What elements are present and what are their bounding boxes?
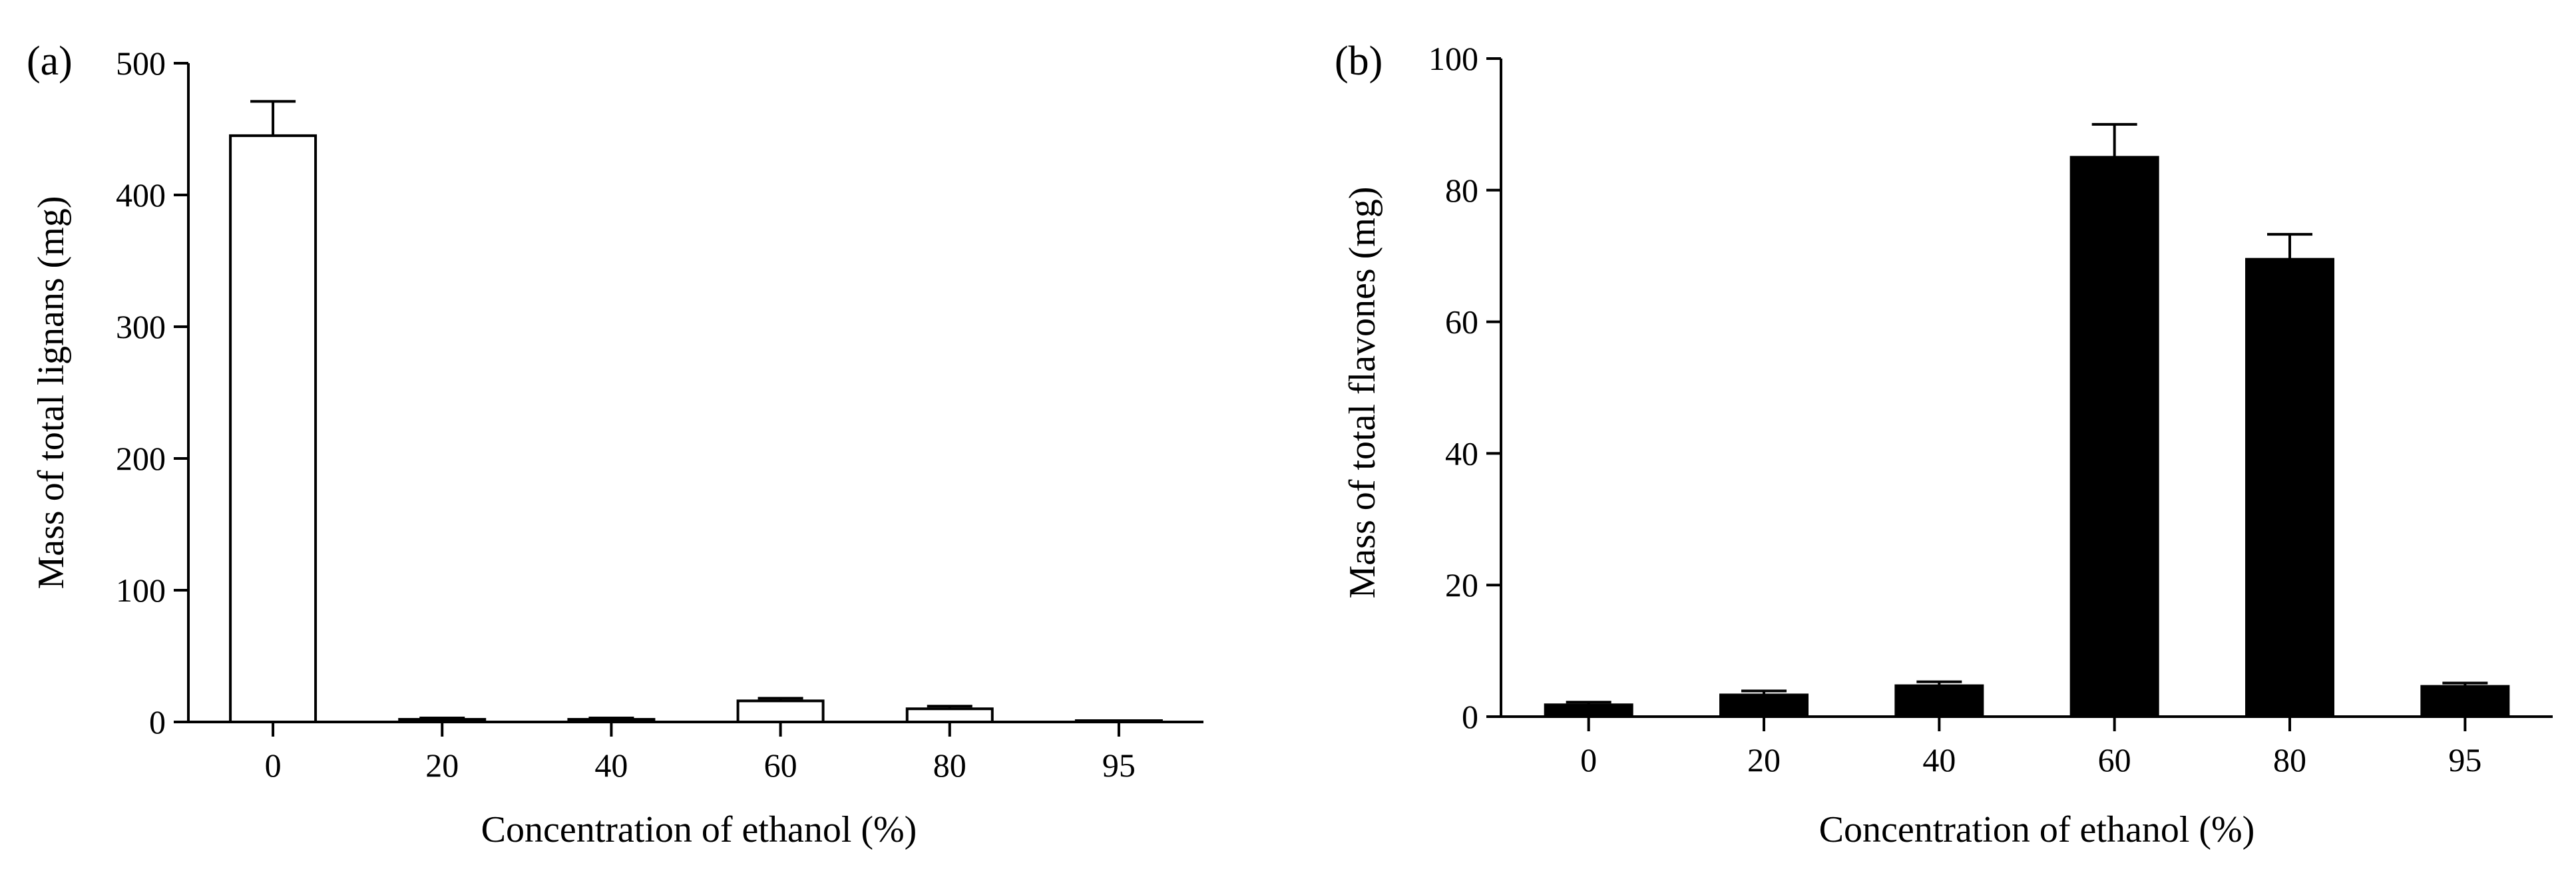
panel-a-x-tick-label: 40 [594,747,628,784]
panel-b-y-tick-label: 100 [1428,40,1478,77]
panel-b-bar [1719,693,1809,719]
panel-a-lignans-chart: (a) Mass of total lignans (mg) Concentra… [27,39,1203,850]
panel-a-y-tick-label: 100 [116,572,166,609]
panel-a-bar [398,718,487,724]
panel-b-y-tick-label: 0 [1462,698,1478,735]
panel-b-flavones-chart: (b) Mass of total flavones (mg) Concentr… [1335,39,2553,850]
panel-b-x-axis-title: Concentration of ethanol (%) [1819,809,2255,850]
panel-b-y-tick-label: 40 [1445,435,1478,472]
panel-a-y-axis-title: Mass of total lignans (mg) [31,196,72,589]
panel-b-bar [2420,685,2510,718]
panel-a-y-tick-label: 400 [116,176,166,214]
panel-a-x-axis-title: Concentration of ethanol (%) [481,809,917,850]
panel-b-bar [1544,703,1633,718]
panel-b-bar [2069,156,2159,719]
panel-b-x-tick-label: 60 [2098,741,2131,779]
panel-a-plot-area: 0 100 200 300 400 500 0 20 40 60 80 95 [116,45,1203,784]
panel-a-x-tick-label: 95 [1102,747,1136,784]
panel-a-y-tick-label: 500 [116,45,166,82]
panel-b-y-tick-label: 80 [1445,172,1478,209]
panel-a-x-tick-label: 60 [764,747,797,784]
panel-b-bar [2245,258,2334,718]
panel-b-y-axis-title: Mass of total flavones (mg) [1342,187,1383,599]
panel-a-bar [736,699,825,723]
panel-b-x-tick-label: 40 [1922,741,1956,779]
panel-b-y-tick-label: 60 [1445,303,1478,341]
panel-b-label: (b) [1335,39,1383,84]
panel-a-bar [567,718,656,724]
panel-a-bar [229,134,318,723]
panel-a-y-tick-label: 0 [149,703,166,741]
panel-a-x-tick-label: 0 [265,747,282,784]
panel-a-x-tick-label: 20 [425,747,459,784]
panel-b-x-tick-label: 0 [1580,741,1597,779]
panel-b-bar [1894,684,1984,718]
panel-b-y-tick-label: 20 [1445,566,1478,604]
panel-a-y-tick-label: 200 [116,440,166,477]
panel-b-x-tick-label: 20 [1747,741,1781,779]
panel-a-x-tick-label: 80 [933,747,966,784]
panel-b-x-tick-label: 80 [2273,741,2306,779]
panel-a-bar [1074,719,1163,723]
panel-b-x-tick-label: 95 [2448,741,2481,779]
panel-b-plot-area: 0 20 40 60 80 100 0 20 40 60 80 95 [1428,40,2553,779]
panel-a-bar [905,707,994,723]
panel-a-label: (a) [27,39,73,84]
panel-a-y-tick-label: 300 [116,308,166,345]
